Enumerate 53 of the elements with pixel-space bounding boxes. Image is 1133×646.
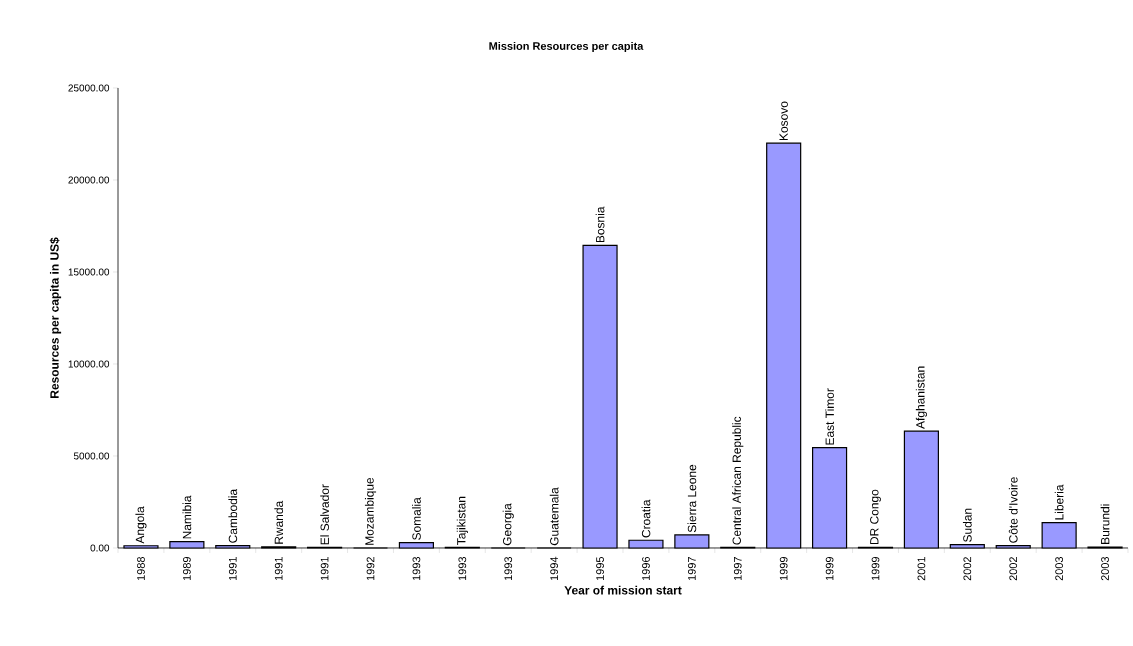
x-tick-label: 2003	[1055, 557, 1064, 581]
x-tick-label: 1995	[596, 556, 604, 581]
data-label: Burundi	[1100, 504, 1110, 544]
x-tick-label: 2001	[917, 557, 926, 581]
data-label: Sudan	[962, 508, 972, 542]
data-label: Liberia	[1054, 484, 1064, 520]
x-tick-label: 1997	[687, 557, 696, 581]
x-tick-label: 1999	[779, 557, 788, 581]
y-tick-label: 15000.00	[68, 268, 110, 276]
x-axis-title: Year of mission start	[564, 585, 682, 595]
x-tick-label: 1993	[412, 557, 421, 581]
x-tick-label: 2003	[1101, 557, 1109, 581]
y-tick-label: 5000.00	[73, 452, 110, 460]
data-label: Angola	[135, 506, 147, 544]
x-tick-label: 1991	[228, 557, 237, 581]
x-tick-label: 1992	[366, 557, 375, 581]
x-tick-label: 1991	[320, 557, 329, 581]
data-label: Côte d'Ivoire	[1008, 477, 1018, 543]
x-tick-label: 1999	[825, 557, 834, 581]
x-tick-label: 1993	[504, 557, 513, 581]
y-tick-label: 10000.00	[68, 360, 110, 368]
data-label: Somalia	[412, 497, 421, 540]
chart-title: Mission Resources per capita	[489, 41, 644, 53]
x-tick-label: 1999	[871, 557, 880, 581]
data-label: DR Congo	[870, 489, 881, 545]
y-tick-label: 25000.00	[68, 84, 110, 92]
data-label: Central African Republic	[732, 416, 744, 545]
data-label: Mozambique	[364, 477, 377, 545]
x-tick-label: 1996	[642, 557, 650, 581]
x-tick-label: 1993	[458, 557, 467, 581]
y-axis-title: Resources per capita in US$	[49, 237, 62, 398]
x-tick-label: 1997	[733, 557, 742, 581]
data-label: Sierra Leone	[687, 464, 697, 533]
data-label: Croatia	[641, 499, 651, 538]
data-label: El Salvador	[320, 484, 329, 545]
x-tick-label: 1988	[137, 557, 145, 581]
x-tick-label: 2002	[1009, 557, 1018, 581]
data-label: East Timor	[825, 388, 834, 445]
x-tick-label: 1991	[274, 557, 283, 581]
y-tick-label: 20000.00	[68, 176, 110, 184]
data-label: Rwanda	[274, 500, 284, 544]
y-tick-label: 0.00	[90, 544, 110, 552]
data-label: Kosovo	[779, 101, 788, 140]
x-tick-label: 1994	[550, 556, 559, 581]
data-label: Namibia	[182, 495, 192, 539]
data-label: Guatemala	[549, 487, 559, 546]
data-label: Tajikistan	[456, 496, 468, 545]
data-label: Georgia	[502, 503, 514, 546]
x-tick-label: 1989	[183, 557, 191, 581]
data-label: Bosnia	[595, 206, 605, 243]
data-label: Cambodia	[228, 488, 238, 543]
x-tick-label: 2002	[963, 557, 972, 581]
data-label: Afghanistan	[915, 366, 927, 429]
